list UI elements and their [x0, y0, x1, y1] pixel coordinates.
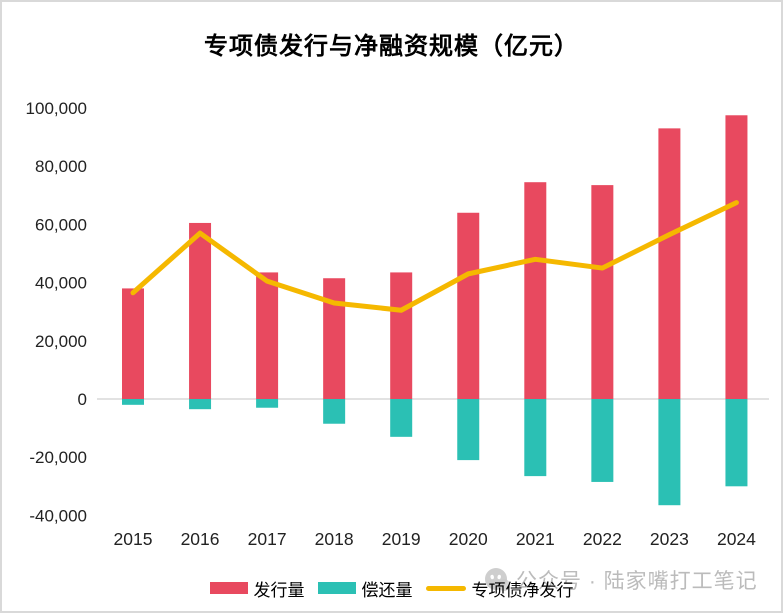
bar-偿还量-2020[interactable]: [457, 399, 480, 461]
legend-label: 偿还量: [361, 580, 413, 600]
bar-发行量-2024[interactable]: [725, 115, 748, 400]
bar-偿还量-2016[interactable]: [189, 399, 212, 410]
x-axis-label-2023: 2023: [650, 529, 689, 549]
x-axis-label-2018: 2018: [315, 529, 354, 549]
y-tick-label: 20,000: [35, 332, 87, 351]
bar-发行量-2020[interactable]: [457, 212, 480, 399]
x-axis-label-2019: 2019: [382, 529, 421, 549]
y-tick-label: 60,000: [35, 215, 87, 234]
bar-发行量-2023[interactable]: [658, 128, 681, 399]
legend: 发行量 偿还量 专项债净发行: [2, 576, 781, 601]
bar-发行量-2016[interactable]: [189, 222, 212, 399]
watermark-text: 公众号 · 陆家嘴打工笔记: [516, 570, 758, 593]
net-issuance-line[interactable]: [130, 200, 739, 313]
repayment-swatch: [317, 582, 356, 594]
bar-偿还量-2021[interactable]: [524, 399, 547, 477]
y-tick-label: 40,000: [35, 274, 87, 293]
bar-偿还量-2022[interactable]: [591, 399, 614, 482]
x-axis-label-2015: 2015: [114, 529, 153, 549]
legend-item-net[interactable]: 专项债净发行: [425, 576, 574, 601]
wechat-face-icon: [485, 568, 510, 591]
y-tick-label: -20,000: [29, 448, 87, 467]
x-axis-label-2016: 2016: [181, 529, 220, 549]
bar-偿还量-2024[interactable]: [725, 399, 748, 487]
x-axis-label-2017: 2017: [248, 529, 287, 549]
issuance-swatch: [209, 582, 248, 594]
bar-发行量-2021[interactable]: [524, 182, 547, 399]
bar-偿还量-2015[interactable]: [122, 399, 144, 405]
y-tick-label: -40,000: [29, 506, 87, 525]
bar-发行量-2019[interactable]: [390, 272, 413, 399]
bar-偿还量-2023[interactable]: [658, 399, 681, 506]
net-line-swatch: [425, 585, 466, 591]
x-axis-label-2024: 2024: [717, 529, 756, 549]
x-axis-label-2022: 2022: [583, 529, 622, 549]
bar-发行量-2018[interactable]: [323, 278, 346, 399]
x-axis-label-2020: 2020: [449, 529, 488, 549]
bar-发行量-2022[interactable]: [591, 185, 614, 399]
bar-偿还量-2019[interactable]: [390, 399, 413, 437]
bar-发行量-2015[interactable]: [122, 288, 144, 399]
legend-item-repayment[interactable]: 偿还量: [317, 576, 413, 601]
x-axis-label-2021: 2021: [516, 529, 555, 549]
bar-偿还量-2017[interactable]: [256, 399, 279, 408]
legend-label: 发行量: [253, 580, 305, 600]
bar-偿还量-2018[interactable]: [323, 399, 346, 424]
y-tick-label: 100,000: [26, 99, 87, 118]
chart-title: 专项债发行与净融资规模（亿元）: [204, 33, 579, 60]
bar-发行量-2017[interactable]: [256, 272, 279, 399]
y-tick-label: 0: [78, 390, 87, 409]
watermark: 公众号 · 陆家嘴打工笔记: [483, 563, 758, 597]
y-tick-label: 80,000: [35, 157, 87, 176]
legend-item-issuance[interactable]: 发行量: [209, 576, 305, 601]
legend-label: 专项债净发行: [471, 580, 574, 600]
